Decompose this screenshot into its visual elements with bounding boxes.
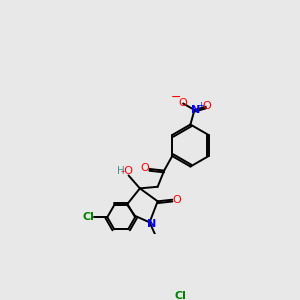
Text: O: O: [140, 163, 149, 173]
Text: N: N: [191, 105, 200, 115]
Text: O: O: [173, 195, 182, 205]
Text: O: O: [202, 101, 211, 111]
Text: O: O: [178, 98, 187, 108]
Text: -O: -O: [120, 166, 134, 176]
Text: N: N: [147, 219, 156, 229]
Text: +: +: [197, 101, 204, 110]
Text: Cl: Cl: [83, 212, 94, 222]
Text: H: H: [117, 166, 124, 176]
Text: −: −: [171, 91, 181, 103]
Text: Cl: Cl: [174, 291, 186, 300]
